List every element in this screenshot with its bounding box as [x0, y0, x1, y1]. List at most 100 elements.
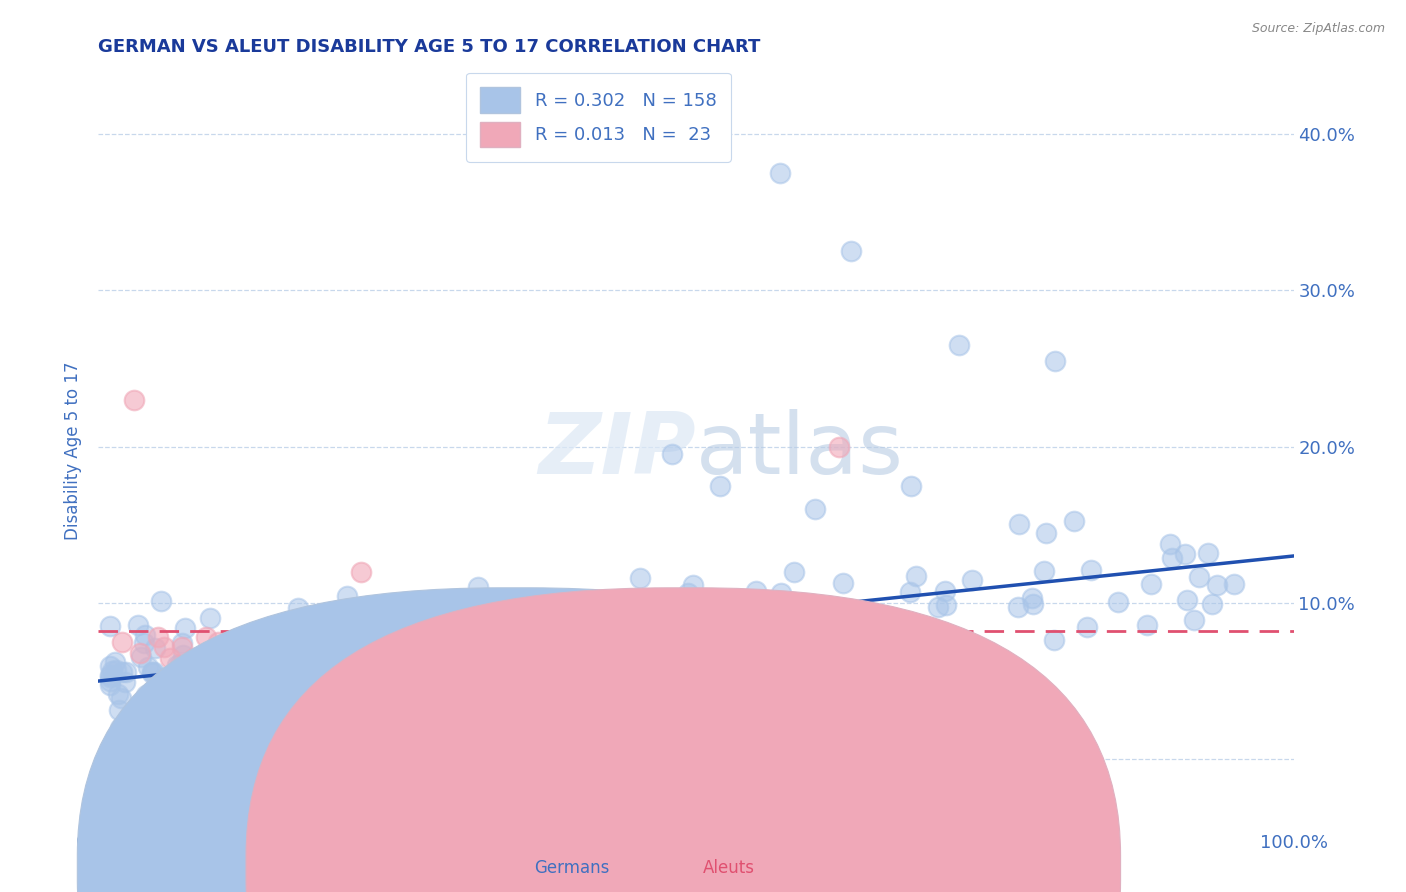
Point: [141, 666, 163, 681]
Point: [411, 640, 433, 655]
Point: [526, 637, 548, 651]
Point: [195, 630, 218, 644]
Point: [1201, 597, 1223, 611]
Point: [138, 702, 160, 716]
Point: [129, 649, 152, 664]
Point: [114, 674, 136, 689]
Point: [194, 649, 217, 664]
Point: [129, 706, 152, 720]
Point: [104, 663, 127, 677]
Point: [1223, 576, 1246, 591]
Point: [1076, 620, 1098, 634]
Point: [1033, 564, 1056, 578]
Point: [166, 674, 188, 689]
Point: [488, 615, 510, 629]
Point: [841, 244, 863, 259]
Point: [263, 687, 285, 701]
Point: [494, 607, 516, 622]
Point: [143, 641, 166, 656]
Point: [444, 618, 467, 632]
Point: [1205, 578, 1227, 592]
Point: [745, 584, 768, 599]
Point: [143, 698, 166, 712]
Point: [233, 667, 256, 681]
Point: [284, 646, 307, 660]
Point: [614, 626, 637, 640]
Point: [131, 714, 153, 729]
Point: [307, 663, 329, 677]
Point: [302, 775, 325, 789]
Text: GERMAN VS ALEUT DISABILITY AGE 5 TO 17 CORRELATION CHART: GERMAN VS ALEUT DISABILITY AGE 5 TO 17 C…: [98, 38, 761, 56]
Point: [149, 594, 172, 608]
Point: [682, 578, 704, 592]
Point: [330, 646, 353, 660]
Point: [172, 636, 194, 650]
Point: [904, 568, 927, 582]
Point: [160, 709, 183, 723]
Point: [564, 607, 586, 622]
Point: [111, 635, 134, 649]
Point: [831, 575, 853, 590]
Point: [1008, 516, 1031, 531]
Point: [491, 624, 513, 638]
Point: [129, 768, 152, 782]
Point: [104, 655, 127, 669]
Point: [1159, 537, 1181, 551]
Point: [288, 633, 311, 648]
Point: [654, 608, 676, 623]
Point: [927, 599, 949, 614]
Point: [734, 615, 756, 630]
Point: [191, 658, 214, 673]
Point: [287, 601, 309, 615]
Point: [200, 673, 222, 687]
Point: [152, 671, 174, 685]
Point: [628, 571, 651, 585]
Point: [188, 662, 211, 676]
Point: [100, 664, 122, 678]
Point: [254, 764, 277, 779]
Text: Source: ZipAtlas.com: Source: ZipAtlas.com: [1251, 22, 1385, 36]
Point: [347, 690, 370, 705]
Point: [136, 660, 159, 674]
Point: [422, 768, 444, 782]
Point: [174, 704, 197, 718]
Point: [1198, 546, 1220, 560]
Point: [172, 640, 194, 654]
Point: [785, 637, 807, 651]
Point: [645, 665, 668, 680]
Point: [1107, 595, 1129, 609]
Point: [231, 646, 253, 660]
Point: [122, 706, 145, 721]
Point: [769, 586, 792, 600]
Point: [787, 617, 810, 632]
Point: [111, 665, 134, 680]
Point: [782, 565, 804, 579]
Point: [107, 687, 129, 701]
Point: [142, 665, 165, 679]
Point: [153, 709, 176, 723]
Point: [828, 440, 851, 454]
Point: [457, 626, 479, 640]
Point: [1136, 618, 1159, 632]
Point: [200, 672, 222, 686]
Point: [634, 634, 657, 648]
Point: [644, 632, 666, 647]
Text: ZIP: ZIP: [538, 409, 696, 492]
Point: [1022, 597, 1045, 611]
Point: [804, 502, 827, 516]
Point: [828, 620, 851, 634]
Point: [1042, 632, 1064, 647]
Point: [98, 678, 122, 692]
Point: [524, 643, 547, 657]
Point: [898, 585, 921, 599]
Point: [654, 639, 676, 653]
Point: [302, 650, 325, 665]
Point: [759, 656, 782, 670]
Point: [377, 689, 399, 703]
Point: [145, 684, 167, 698]
Point: [607, 633, 630, 648]
Point: [326, 619, 349, 633]
Point: [491, 648, 513, 662]
Point: [617, 598, 640, 612]
Point: [574, 648, 596, 663]
